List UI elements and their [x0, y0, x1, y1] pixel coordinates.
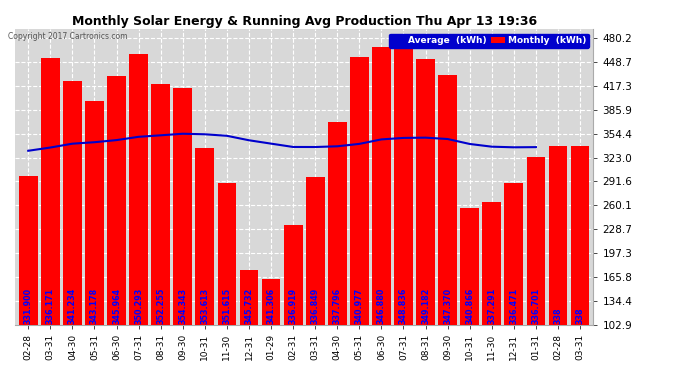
- Bar: [416, 59, 435, 375]
- Bar: [306, 177, 324, 375]
- Text: 345.732: 345.732: [244, 287, 253, 324]
- Bar: [151, 84, 170, 375]
- Legend: Average  (kWh), Monthly  (kWh): Average (kWh), Monthly (kWh): [389, 34, 589, 48]
- Text: 352.255: 352.255: [156, 287, 165, 324]
- Bar: [350, 57, 368, 375]
- Bar: [107, 76, 126, 375]
- Bar: [195, 148, 214, 375]
- Text: 337.796: 337.796: [333, 288, 342, 324]
- Bar: [173, 88, 192, 375]
- Text: 346.880: 346.880: [377, 287, 386, 324]
- Text: 348.836: 348.836: [399, 287, 408, 324]
- Bar: [460, 209, 479, 375]
- Bar: [19, 176, 38, 375]
- Text: 331.900: 331.900: [23, 288, 32, 324]
- Text: 340.866: 340.866: [465, 287, 474, 324]
- Text: 349.182: 349.182: [421, 287, 430, 324]
- Text: 341.306: 341.306: [266, 288, 275, 324]
- Text: 343.178: 343.178: [90, 287, 99, 324]
- Bar: [217, 183, 236, 375]
- Bar: [504, 183, 523, 375]
- Bar: [549, 146, 567, 375]
- Bar: [284, 225, 302, 375]
- Text: 338: 338: [553, 307, 562, 324]
- Text: 336.471: 336.471: [509, 288, 518, 324]
- Text: Copyright 2017 Cartronics.com: Copyright 2017 Cartronics.com: [8, 32, 128, 41]
- Bar: [85, 101, 104, 375]
- Bar: [571, 146, 589, 375]
- Text: 337.291: 337.291: [487, 287, 496, 324]
- Bar: [262, 279, 280, 375]
- Text: 338: 338: [575, 307, 584, 324]
- Bar: [239, 270, 258, 375]
- Text: 353.613: 353.613: [200, 288, 209, 324]
- Bar: [372, 47, 391, 375]
- Text: 336.849: 336.849: [310, 287, 319, 324]
- Text: 336.171: 336.171: [46, 288, 55, 324]
- Bar: [129, 54, 148, 375]
- Text: 347.370: 347.370: [443, 288, 452, 324]
- Text: 341.234: 341.234: [68, 287, 77, 324]
- Bar: [438, 75, 457, 375]
- Bar: [63, 81, 82, 375]
- Text: 354.343: 354.343: [178, 288, 187, 324]
- Text: 336.919: 336.919: [288, 288, 297, 324]
- Text: 351.615: 351.615: [222, 288, 231, 324]
- Bar: [41, 58, 60, 375]
- Bar: [526, 157, 545, 375]
- Text: 345.964: 345.964: [112, 288, 121, 324]
- Text: 340.977: 340.977: [355, 288, 364, 324]
- Text: 350.293: 350.293: [134, 287, 143, 324]
- Bar: [394, 43, 413, 375]
- Bar: [482, 202, 501, 375]
- Text: 336.701: 336.701: [531, 288, 540, 324]
- Bar: [328, 122, 346, 375]
- Title: Monthly Solar Energy & Running Avg Production Thu Apr 13 19:36: Monthly Solar Energy & Running Avg Produ…: [72, 15, 537, 28]
